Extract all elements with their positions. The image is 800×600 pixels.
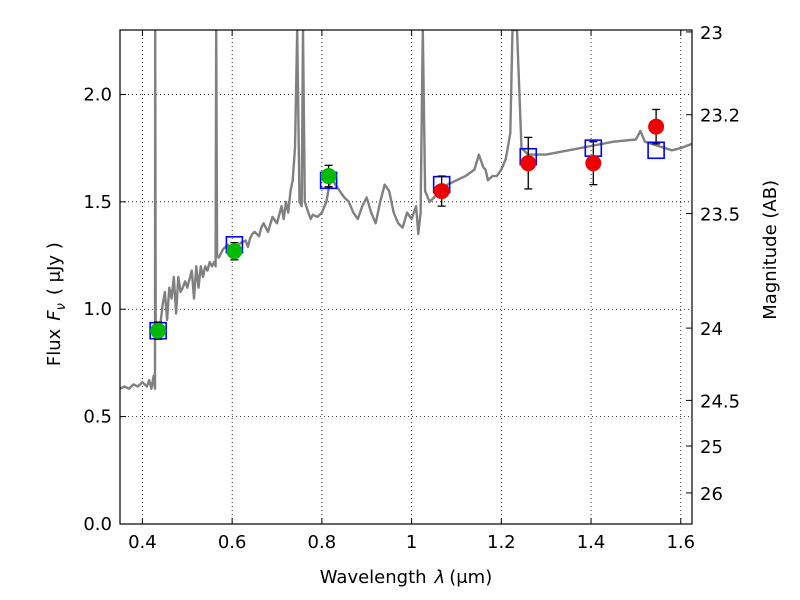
x-tick-label: 0.4 [128,532,157,553]
magnitude-tick-label: 26 [700,484,723,505]
y-tick-label: 1.0 [83,299,112,320]
x-axis-label: Wavelength λ (μm) [320,567,492,588]
y-tick-label: 0.5 [83,407,112,428]
grid [120,30,692,525]
x-tick-label: 1.6 [666,532,695,553]
y-tick-label: 2.0 [83,84,112,105]
axes-frame [119,29,693,525]
x-tick-label: 1.4 [577,532,606,553]
observed-photometry-point [648,118,665,135]
x-tick-label: 1 [406,532,417,553]
y-axis-label: FluxFν( μJy ) [44,242,69,366]
magnitude-tick-label: 23.2 [700,106,740,127]
observed-photometry-point [585,155,602,172]
sed-model-line [120,30,692,390]
y2-axis-label: Magnitude (AB) [760,180,781,320]
magnitude-tick-label: 25 [700,437,723,458]
observed-photometry-point [150,322,167,339]
ticks: 0.4 0.6 0.8 1 1.2 1.4 1.6 0.0 0.5 1.0 1.5 2.0 23 23.2… [83,23,740,553]
observed-photometry-point [226,243,243,260]
y-tick-label: 1.5 [83,192,112,213]
plot-area [120,30,692,390]
observed-photometry-point [520,155,537,172]
x-tick-label: 0.6 [218,532,247,553]
x-tick-label: 0.8 [308,532,337,553]
observed-photometry-point [320,168,337,185]
x-tick-label: 1.2 [487,532,516,553]
magnitude-tick-label: 24.5 [700,391,740,412]
magnitude-tick-label: 23 [700,23,723,44]
magnitude-tick-label: 24 [700,319,723,340]
magnitude-tick-label: 23.5 [700,205,740,226]
y-tick-label: 0.0 [83,514,112,535]
observed-photometry-point [433,183,450,200]
